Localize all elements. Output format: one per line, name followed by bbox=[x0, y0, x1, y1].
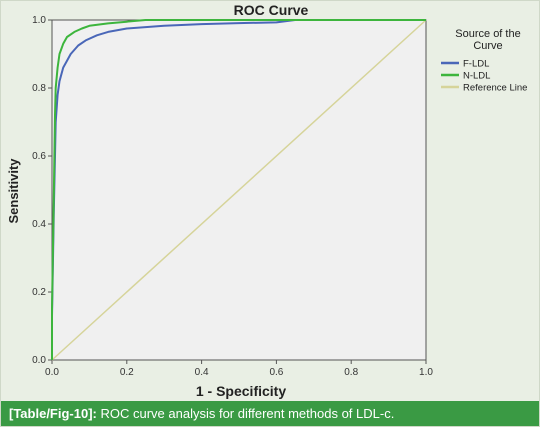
legend-title-line-1: Source of the bbox=[455, 28, 520, 40]
x-tick-label: 0.0 bbox=[45, 367, 59, 378]
y-tick-label: 0.4 bbox=[32, 219, 46, 230]
y-tick-label: 1.0 bbox=[32, 15, 46, 26]
y-tick-label: 0.2 bbox=[32, 287, 46, 298]
caption-text: ROC curve analysis for different methods… bbox=[96, 406, 395, 421]
legend-label-n-ldl: N-LDL bbox=[463, 71, 490, 82]
x-tick-label: 0.4 bbox=[195, 367, 209, 378]
x-tick-label: 0.6 bbox=[269, 367, 283, 378]
y-axis-ticks: 0.0 0.2 0.4 0.6 0.8 1.0 bbox=[32, 15, 52, 366]
x-tick-label: 0.2 bbox=[120, 367, 134, 378]
y-tick-label: 0.6 bbox=[32, 151, 46, 162]
x-tick-label: 1.0 bbox=[419, 367, 433, 378]
series-line-n-ldl bbox=[51, 19, 426, 360]
x-axis-label: 1 - Specificity bbox=[196, 383, 286, 399]
series-lines bbox=[51, 19, 427, 361]
x-axis-ticks: 0.0 0.2 0.4 0.6 0.8 1.0 bbox=[45, 360, 433, 378]
figure-caption: [Table/Fig-10]: ROC curve analysis for d… bbox=[1, 401, 539, 426]
chart-title: ROC Curve bbox=[234, 2, 309, 18]
legend-title-line-2: Curve bbox=[473, 40, 502, 52]
caption-tag: [Table/Fig-10]: bbox=[9, 406, 97, 421]
y-tick-label: 0.8 bbox=[32, 83, 46, 94]
series-line-reference-line bbox=[51, 19, 427, 361]
y-tick-label: 0.0 bbox=[32, 355, 46, 366]
y-axis-label: Sensitivity bbox=[6, 158, 21, 224]
x-tick-label: 0.8 bbox=[344, 367, 358, 378]
legend-label-reference-line: Reference Line bbox=[463, 83, 527, 94]
legend-label-f-ldl: F-LDL bbox=[463, 59, 489, 70]
roc-chart: ROC Curve 1 - Specificity Sensitivity 0.… bbox=[6, 2, 527, 399]
legend: Source of the Curve F-LDLN-LDLReference … bbox=[441, 28, 527, 94]
